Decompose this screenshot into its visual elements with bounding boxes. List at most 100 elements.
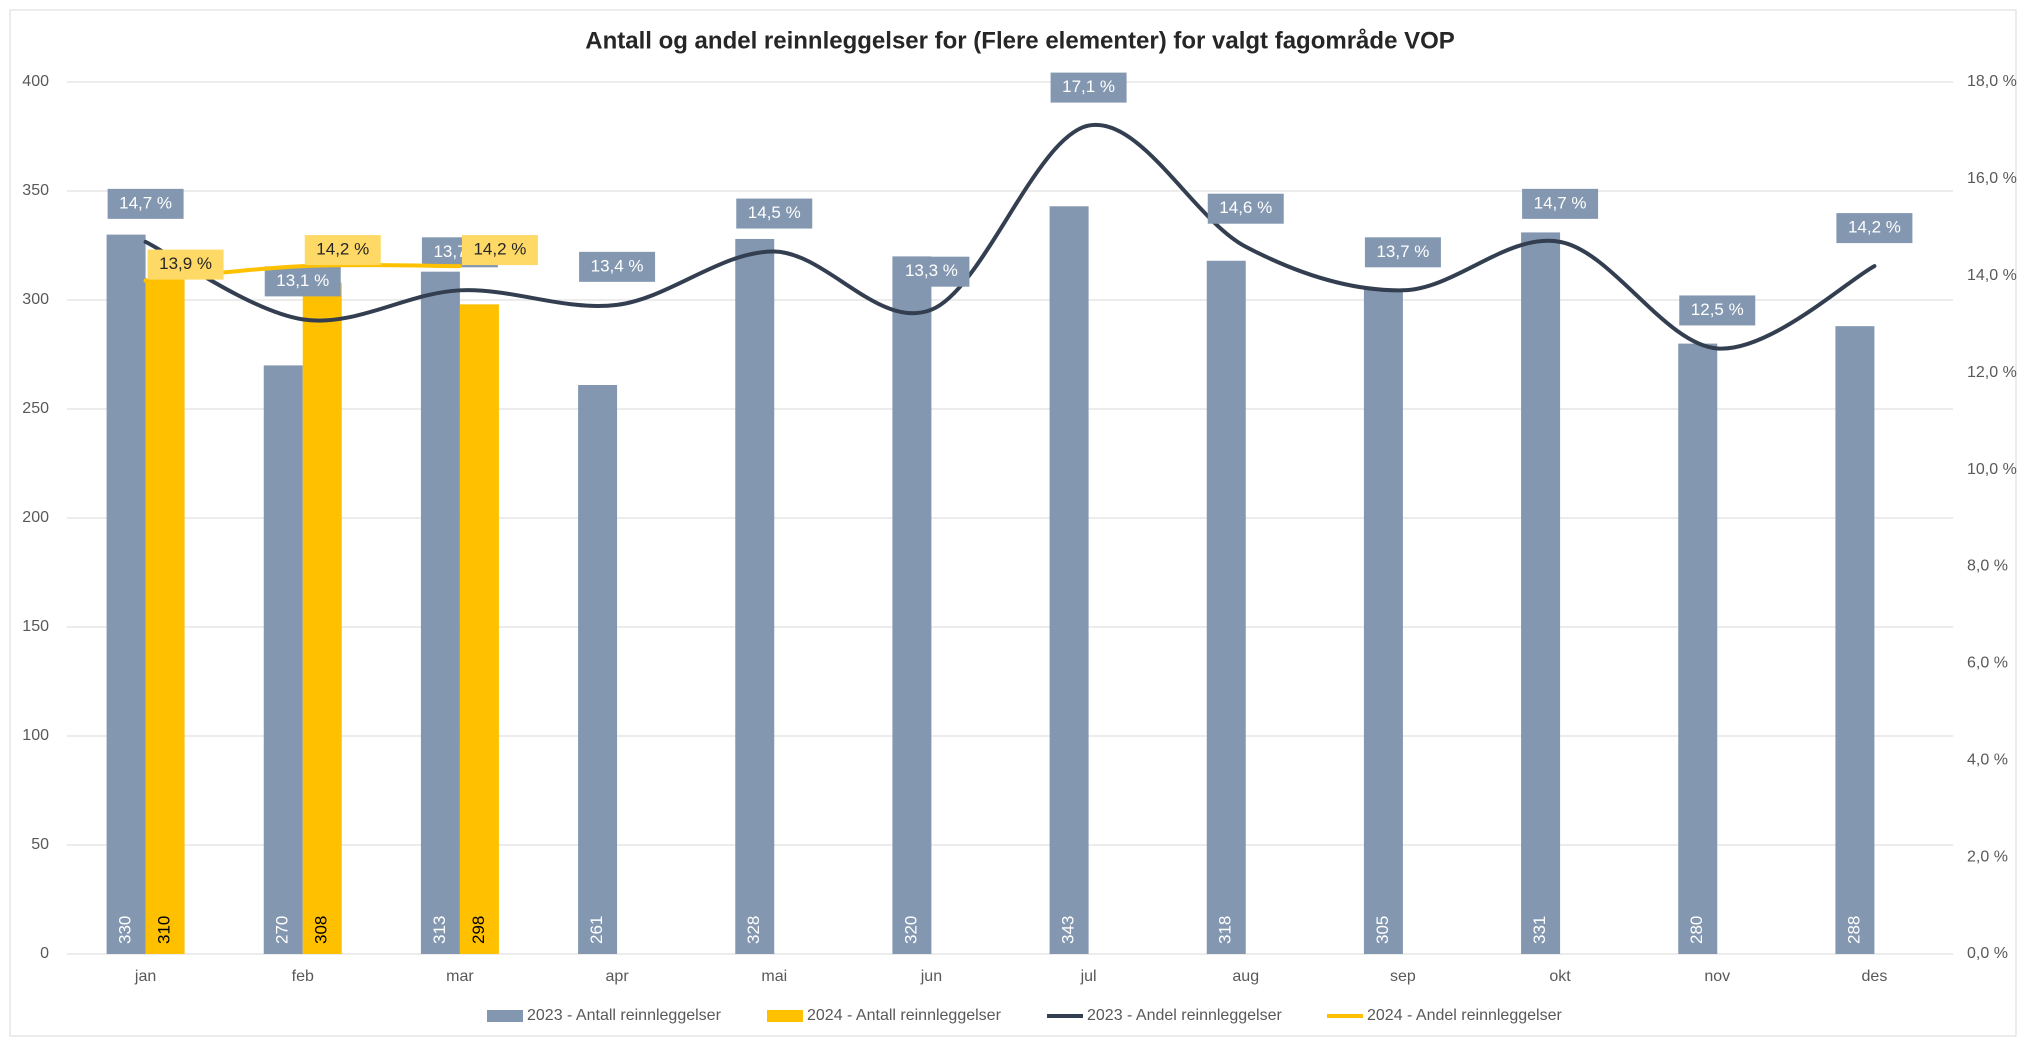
bar-value-label: 320 (901, 916, 920, 944)
value-label-box (1050, 72, 1127, 103)
legend-swatch (767, 1010, 803, 1022)
bar-value-label: 318 (1216, 916, 1235, 944)
bar-value-label: 288 (1844, 916, 1863, 944)
value-label-box (107, 188, 184, 219)
y-tick-label: 250 (22, 400, 49, 417)
value-label-box (579, 251, 656, 282)
line (143, 122, 1877, 351)
y-tick-label: 300 (22, 291, 49, 308)
line-value-label: 14,5 % (748, 203, 801, 222)
value-label-box (1522, 188, 1599, 219)
bar (302, 282, 342, 954)
legend-label: 2023 - Andel reinnleggelser (1087, 1007, 1282, 1024)
y-tick-label: 150 (22, 618, 49, 635)
line-value-label: 17,1 % (1062, 77, 1115, 96)
bar (1363, 289, 1403, 955)
y-tick-label: 50 (31, 836, 49, 853)
line-value-label: 12,5 % (1691, 300, 1744, 319)
y2-tick-label: 6,0 % (1967, 655, 2008, 672)
bar-value-label: 313 (430, 916, 449, 944)
x-tick-label: mar (446, 968, 474, 985)
value-label-box (1364, 237, 1441, 268)
x-tick-label: des (1862, 968, 1888, 985)
line-value-label: 14,6 % (1219, 198, 1272, 217)
y2-tick-label: 8,0 % (1967, 558, 2008, 575)
line-value-label: 14,2 % (473, 240, 526, 259)
chart-title: Antall og andel reinnleggelser for (Fler… (585, 27, 1455, 54)
y2-tick-label: 4,0 % (1967, 751, 2008, 768)
legend-label: 2024 - Andel reinnleggelser (1367, 1007, 1562, 1024)
line-value-label: 13,4 % (591, 256, 644, 275)
bar (145, 278, 185, 954)
bar (420, 271, 460, 954)
legend-label: 2024 - Antall reinnleggelser (807, 1007, 1002, 1024)
x-tick-label: sep (1390, 968, 1416, 985)
bar-value-label: 310 (155, 916, 174, 944)
line-value-label: 14,2 % (316, 240, 369, 259)
line-value-label: 14,2 % (1848, 218, 1901, 237)
bar (735, 238, 775, 954)
bar (106, 234, 146, 955)
bar-value-label: 308 (312, 916, 331, 944)
y2-tick-label: 16,0 % (1967, 170, 2017, 187)
y2-tick-label: 18,0 % (1967, 73, 2017, 90)
x-tick-label: apr (606, 968, 630, 985)
value-label-box (1836, 213, 1913, 244)
bar-value-label: 270 (273, 916, 292, 944)
x-tick-label: aug (1232, 968, 1259, 985)
bar (263, 365, 303, 954)
bar-value-label: 330 (116, 916, 135, 944)
bar-value-label: 305 (1373, 916, 1392, 944)
value-label-box (264, 266, 341, 297)
bar-value-label: 280 (1687, 916, 1706, 944)
value-label-box (1679, 295, 1756, 326)
line-value-label: 14,7 % (119, 193, 172, 212)
line-value-label: 13,7 % (1376, 242, 1429, 261)
bar (1206, 260, 1246, 954)
legend-swatch (487, 1010, 523, 1022)
chart-border (9, 9, 2017, 1037)
y2-tick-label: 14,0 % (1967, 267, 2017, 284)
bar (1835, 326, 1875, 954)
y2-tick-label: 2,0 % (1967, 848, 2008, 865)
line-value-label: 13,3 % (905, 261, 958, 280)
y2-tick-label: 0,0 % (1967, 945, 2008, 962)
legend-label: 2023 - Antall reinnleggelser (527, 1007, 722, 1024)
y-tick-label: 0 (40, 945, 49, 962)
y-tick-label: 200 (22, 509, 49, 526)
x-tick-label: mai (761, 968, 787, 985)
x-tick-label: feb (292, 968, 314, 985)
bar (892, 256, 932, 954)
value-label-box (304, 235, 381, 266)
value-label-box (461, 235, 538, 266)
line-value-label: 14,7 % (1534, 193, 1587, 212)
x-tick-label: jul (1080, 968, 1097, 985)
bar (1678, 343, 1718, 955)
x-tick-label: okt (1549, 968, 1571, 985)
x-tick-label: jun (920, 968, 942, 985)
x-tick-label: nov (1704, 968, 1730, 985)
y-tick-label: 350 (22, 182, 49, 199)
value-label-box (1207, 193, 1284, 224)
bar-value-label: 298 (469, 916, 488, 944)
value-label-box (147, 249, 224, 280)
y2-tick-label: 10,0 % (1967, 461, 2017, 478)
bar (1049, 206, 1089, 954)
y-tick-label: 100 (22, 727, 49, 744)
y-tick-label: 400 (22, 73, 49, 90)
value-label-box (736, 198, 813, 229)
bar (459, 304, 499, 954)
bar (578, 385, 618, 954)
bar-value-label: 331 (1530, 916, 1549, 944)
bar-value-label: 343 (1059, 916, 1078, 944)
line-value-label: 13,1 % (276, 271, 329, 290)
x-tick-label: jan (134, 968, 156, 985)
bar (1521, 232, 1561, 955)
bar-value-label: 261 (587, 916, 606, 944)
y2-tick-label: 12,0 % (1967, 364, 2017, 381)
line-value-label: 13,9 % (159, 254, 212, 273)
value-label-box (893, 256, 970, 287)
bar-value-label: 328 (744, 916, 763, 944)
